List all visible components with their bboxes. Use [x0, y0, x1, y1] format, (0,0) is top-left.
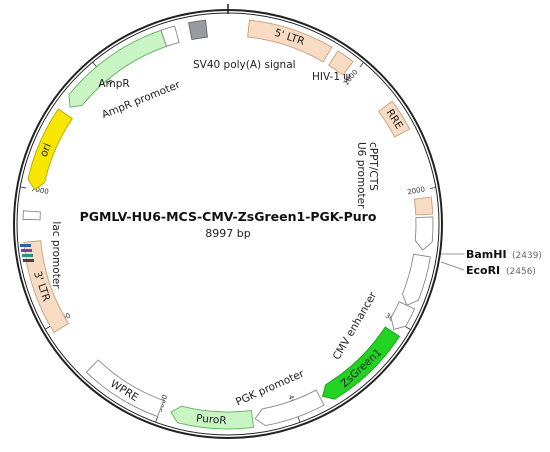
tick-label-7000: 7000 — [30, 185, 49, 196]
plasmid-name: PGMLV-HU6-MCS-CMV-ZsGreen1-PGK-Puro — [80, 209, 377, 224]
feature-label-ampr: AmpR — [98, 78, 129, 90]
feature-hiv1-psi — [328, 50, 354, 76]
tick-mark-8000 — [92, 61, 97, 67]
feature-cmv-enhancer — [401, 253, 431, 306]
feature-label-ori: ori — [38, 141, 54, 158]
feature-ori — [27, 108, 73, 191]
ecori-leader — [440, 261, 465, 271]
feature-rre — [377, 100, 411, 138]
feature-label-u6-promoter: U6 promoter — [355, 142, 367, 209]
restriction-sites: BamHI (2439) EcoRI (2456) — [440, 248, 542, 277]
feature-three-ltr — [23, 240, 70, 334]
feature-wpre — [85, 359, 165, 418]
tick-mark-6000 — [44, 325, 51, 330]
tick-mark-5000 — [155, 416, 159, 423]
feature-pgk-promoter — [254, 389, 325, 427]
feature-label-hiv1-psi: HIV-1 ψ — [312, 71, 350, 83]
plasmid-length: 8997 bp — [205, 227, 250, 240]
site-bamhi-name: BamHI — [466, 248, 507, 261]
feature-u6-promoter — [414, 216, 434, 251]
tick-label-2000: 2000 — [407, 185, 426, 196]
backbone-inner-ring — [16, 12, 440, 436]
tick-mark-2000 — [429, 187, 436, 189]
feature-puror — [170, 405, 254, 430]
feature-five-ltr — [247, 19, 333, 63]
feature-cmv-promoter — [390, 301, 416, 330]
lac-operator-marks — [20, 244, 34, 262]
feature-label-lac-promoter: lac promoter — [50, 221, 62, 289]
backbone-outer-ring — [13, 9, 443, 439]
feature-lac-promoter — [22, 210, 41, 221]
site-bamhi-position: (2439) — [512, 251, 542, 261]
tick-mark-4000 — [297, 416, 301, 423]
feature-label-puror: PuroR — [196, 413, 228, 428]
tick-mark-7000 — [20, 186, 27, 189]
feature-label-sv40-polya: SV40 poly(A) signal — [193, 59, 296, 71]
tick-mark-1000 — [359, 62, 364, 68]
feature-cppt-cts — [413, 196, 434, 216]
site-ecori-position: (2456) — [506, 267, 536, 277]
feature-sv40-polya — [188, 19, 208, 41]
site-ecori-name: EcoRI — [466, 264, 500, 277]
feature-ampr-promoter — [160, 25, 180, 47]
tick-mark-3000 — [405, 326, 411, 330]
feature-label-cppt-cts: cPPT/CTS — [367, 142, 379, 191]
feature-zsgreen1 — [321, 326, 401, 400]
